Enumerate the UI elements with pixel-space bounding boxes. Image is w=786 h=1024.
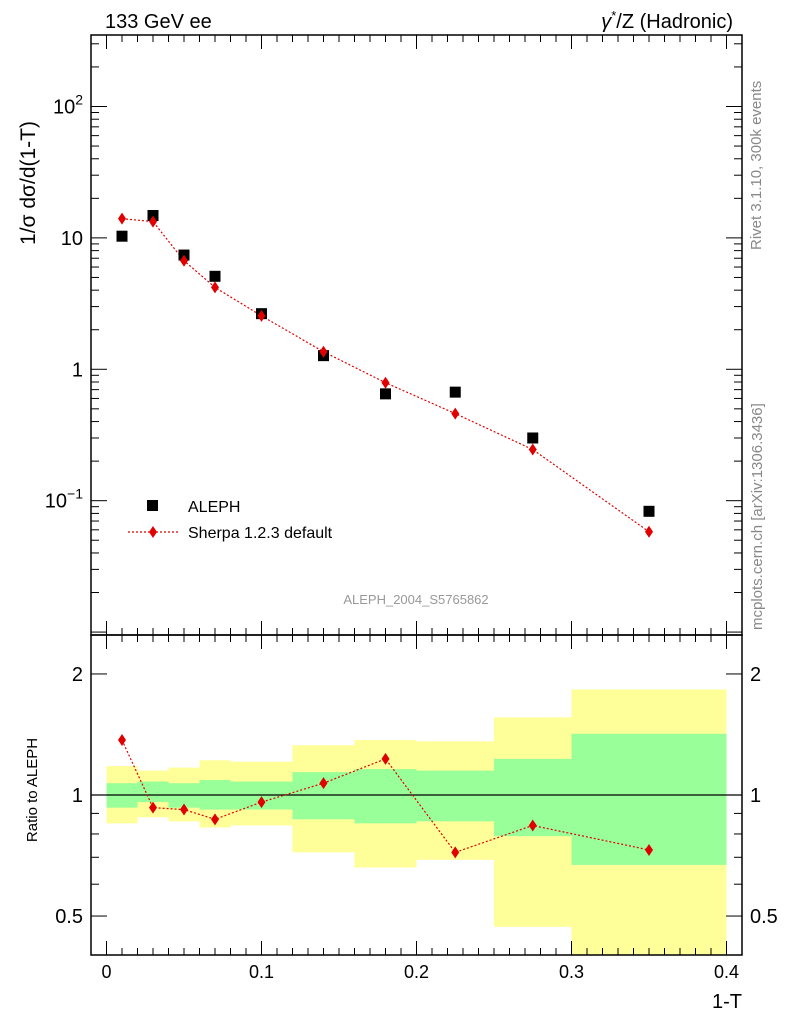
ratio-y-tick-label-right: 1 bbox=[750, 785, 761, 807]
ratio-y-tick-label: 2 bbox=[72, 664, 83, 686]
y-tick-label: 10−1 bbox=[45, 486, 83, 513]
legend-marker-sherpa bbox=[149, 526, 157, 538]
main-panel: 10−1 1 10 102 ALEPH_2004_S5765862 ALEPH She… bbox=[17, 34, 743, 636]
ratio-y-tick-label-right: 0.5 bbox=[750, 906, 778, 928]
mc-point bbox=[319, 345, 328, 358]
mc-point bbox=[211, 281, 219, 294]
data-point bbox=[380, 388, 391, 400]
y-tick-label: 102 bbox=[53, 91, 83, 118]
legend-label-sherpa: Sherpa 1.2.3 default bbox=[188, 525, 333, 542]
legend: ALEPH Sherpa 1.2.3 default bbox=[128, 499, 333, 542]
ratio-mc-point bbox=[451, 846, 460, 859]
data-point bbox=[116, 230, 128, 242]
x-tick-label: 0.3 bbox=[559, 962, 584, 982]
mc-point bbox=[381, 376, 390, 389]
x-tick-label: 0.2 bbox=[404, 962, 429, 982]
data-point bbox=[527, 432, 539, 444]
mc-point bbox=[451, 407, 460, 420]
uncertainty-band-inner bbox=[354, 769, 417, 824]
ratio-mc-points bbox=[118, 734, 653, 859]
mc-points bbox=[118, 212, 653, 538]
mcplots-label: mcplots.cern.ch [arXiv:1306.3436] bbox=[749, 403, 766, 630]
data-point bbox=[209, 270, 221, 282]
main-axis-ticks bbox=[91, 35, 742, 635]
ratio-mc-point bbox=[118, 734, 126, 747]
ratio-mc-point bbox=[149, 801, 157, 814]
ratio-y-tick-labels: 0.5 0.5 1 1 2 2 bbox=[55, 664, 778, 928]
ratio-mc-point bbox=[319, 777, 328, 790]
ratio-mc-line bbox=[121, 739, 650, 854]
data-point bbox=[449, 386, 461, 398]
uncertainty-band-inner bbox=[416, 770, 494, 822]
mc-point bbox=[118, 212, 126, 225]
data-point bbox=[643, 505, 655, 517]
x-tick-label: 0 bbox=[101, 962, 111, 982]
ratio-axis-ticks bbox=[91, 635, 742, 956]
ratio-mc-line-path bbox=[121, 739, 650, 854]
x-axis-title: 1-T bbox=[712, 991, 742, 1013]
x-tick-label: 0.4 bbox=[714, 962, 739, 982]
ratio-panel: 0.5 0.5 1 1 2 2 Ratio to ALEPH bbox=[24, 634, 778, 956]
x-tick-labels: 0 0.1 0.2 0.3 0.4 bbox=[101, 962, 739, 982]
main-plot-frame bbox=[90, 34, 743, 636]
header-left: 133 GeV ee bbox=[105, 11, 212, 33]
ratio-mc-point bbox=[180, 803, 188, 816]
data-points bbox=[116, 210, 655, 517]
legend-marker-aleph bbox=[147, 500, 158, 511]
mc-line-path bbox=[121, 218, 650, 533]
rivet-version-label: Rivet 3.1.10, 300k events bbox=[748, 81, 765, 250]
ratio-mc-point bbox=[257, 796, 266, 809]
main-y-axis-title: 1/σ dσ/d(1-T) bbox=[17, 121, 40, 245]
ratio-y-tick-label-right: 2 bbox=[750, 664, 761, 686]
ratio-error-bands bbox=[106, 689, 727, 955]
ratio-y-axis-title: Ratio to ALEPH bbox=[24, 738, 41, 842]
legend-label-aleph: ALEPH bbox=[188, 499, 240, 516]
header-right: γ*/Z (Hadronic) bbox=[601, 8, 733, 33]
main-y-tick-labels: 10−1 1 10 102 bbox=[45, 91, 83, 512]
uncertainty-band-inner bbox=[137, 781, 169, 803]
mc-point bbox=[149, 215, 157, 228]
ratio-mc-point bbox=[528, 819, 537, 832]
y-tick-label: 1 bbox=[72, 359, 83, 381]
mc-point bbox=[645, 525, 653, 538]
mc-point bbox=[180, 254, 188, 267]
mc-point bbox=[257, 309, 266, 322]
uncertainty-band-inner bbox=[571, 733, 727, 865]
ratio-mc-point bbox=[211, 813, 219, 826]
ratio-y-tick-label: 0.5 bbox=[55, 906, 83, 928]
data-point bbox=[147, 210, 159, 222]
watermark: ALEPH_2004_S5765862 bbox=[343, 592, 488, 607]
ratio-mc-point bbox=[645, 843, 653, 856]
ratio-mc-point bbox=[381, 752, 390, 765]
y-tick-label: 10 bbox=[61, 228, 83, 250]
mc-point bbox=[528, 443, 537, 456]
ratio-y-tick-label: 1 bbox=[72, 785, 83, 807]
x-tick-label: 0.1 bbox=[249, 962, 274, 982]
mc-line bbox=[121, 218, 650, 533]
